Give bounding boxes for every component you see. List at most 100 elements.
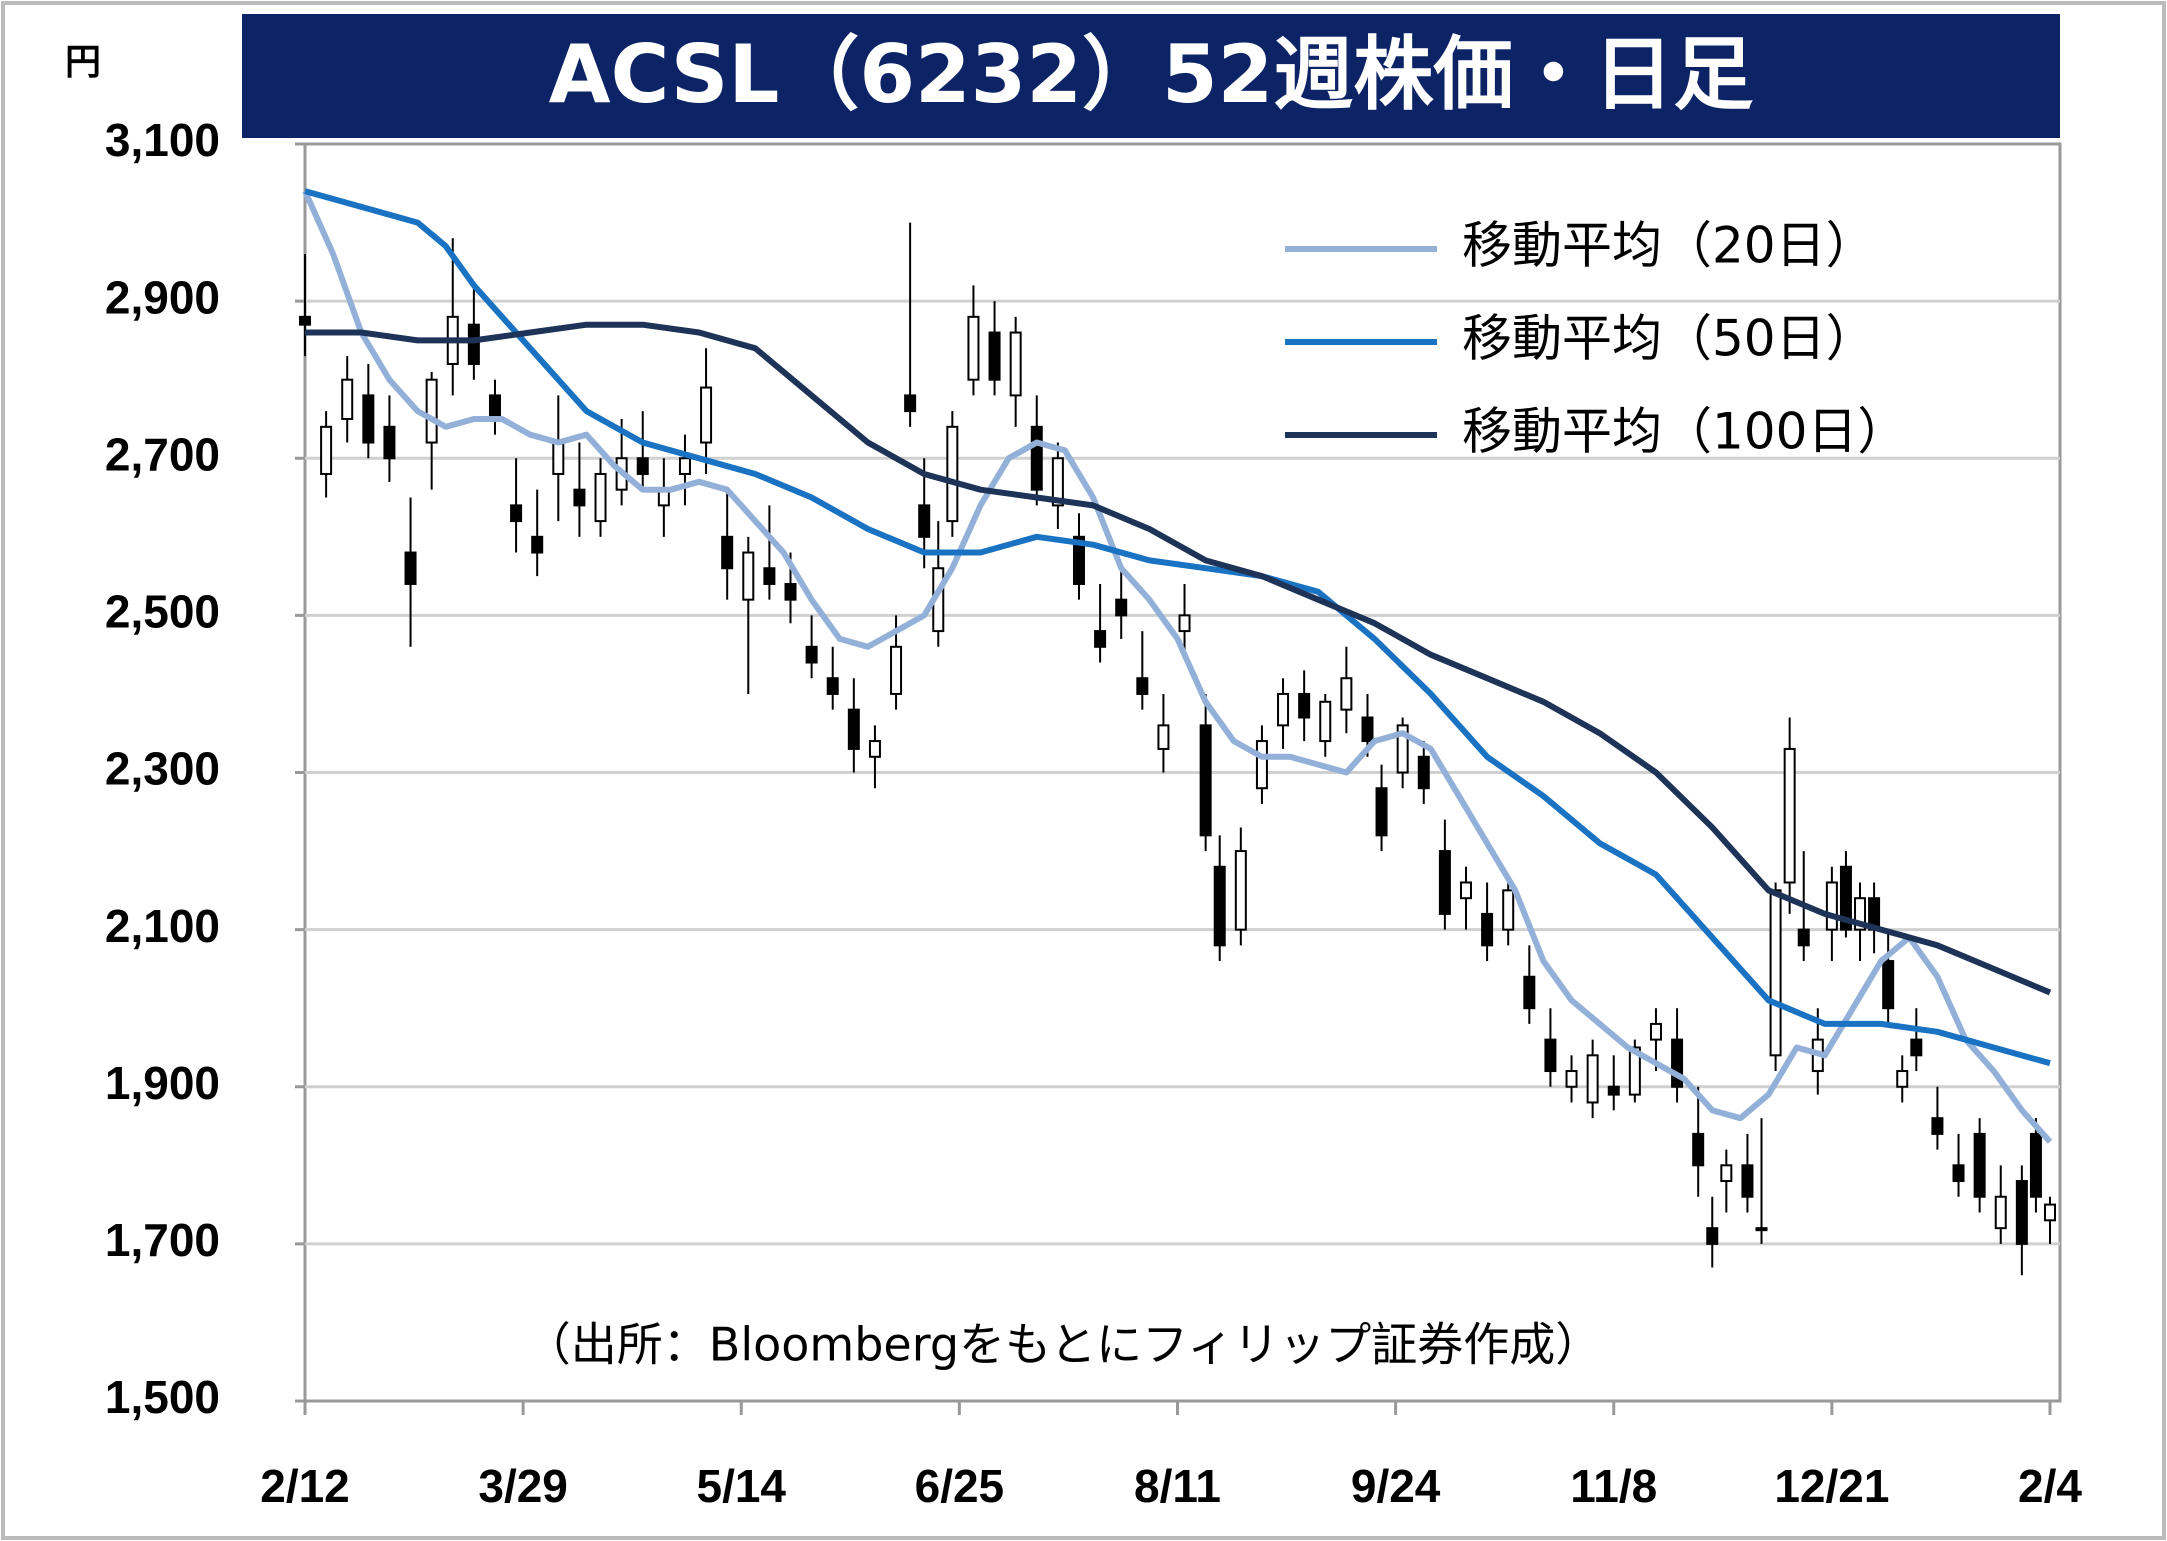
candle-body [1051, 457, 1064, 507]
candle-body [1854, 897, 1867, 931]
candle-body [1234, 850, 1247, 931]
candle-body [1157, 724, 1170, 750]
candle-body [1544, 1038, 1557, 1073]
y-tick-label: 1,700 [105, 1214, 220, 1266]
candle-body [1396, 724, 1409, 774]
candle-body [2029, 1132, 2042, 1198]
candle-body [890, 645, 903, 695]
candle-body [1319, 700, 1332, 743]
candle-body [362, 394, 375, 444]
candle-body [573, 488, 586, 507]
candle-body [1298, 692, 1311, 719]
candle-body [1178, 614, 1191, 633]
candle-body [1277, 692, 1290, 727]
candle-body [1825, 881, 1838, 931]
candle-body [1755, 1227, 1768, 1232]
candle-body [918, 504, 931, 538]
candle-body [847, 708, 860, 750]
candle-body [1199, 724, 1212, 837]
candle-body [1910, 1038, 1923, 1057]
candle-body [946, 425, 959, 523]
x-tick-label: 3/29 [478, 1460, 568, 1512]
candle-body [721, 535, 734, 570]
candle-body [1607, 1085, 1620, 1096]
candle-body [510, 504, 523, 523]
x-tick-label: 6/25 [915, 1460, 1005, 1512]
y-tick-label: 2,100 [105, 900, 220, 952]
candle-body [904, 394, 917, 413]
candle-body [1438, 850, 1451, 915]
candle-body [742, 551, 755, 601]
x-tick-label: 8/11 [1134, 1460, 1221, 1512]
candle-body [404, 551, 417, 585]
candle-body [1706, 1227, 1719, 1245]
candle-body [299, 315, 311, 326]
candle-body [1839, 865, 1852, 931]
candle-body [1586, 1054, 1599, 1104]
candle-body [1565, 1070, 1578, 1088]
candle-body [1797, 928, 1810, 947]
y-tick-label: 3,100 [105, 114, 220, 166]
candle-body [341, 378, 354, 420]
candle-body [488, 394, 501, 420]
candle-body [1030, 425, 1043, 491]
candle-body [678, 457, 691, 475]
candle-body [784, 582, 797, 601]
candle-body [467, 323, 480, 365]
candle-body [1628, 1046, 1641, 1096]
candle-body [1769, 889, 1782, 1057]
candle-body [1994, 1195, 2007, 1230]
x-tick-label: 11/8 [1570, 1460, 1657, 1512]
x-tick-label: 12/21 [1774, 1460, 1889, 1512]
candle-body [763, 567, 776, 585]
candle-body [1952, 1164, 1965, 1183]
candle-body [1072, 535, 1085, 585]
source-note: （出所：Bloombergをもとにフィリップ証券作成） [525, 1318, 1601, 1372]
candle-body [1340, 677, 1353, 711]
candle-body [2015, 1180, 2028, 1245]
candle-body [1523, 975, 1536, 1010]
y-tick-label: 2,500 [105, 586, 220, 638]
candle-body [700, 386, 713, 444]
candle-body [1973, 1132, 1986, 1198]
y-tick-label: 1,900 [105, 1057, 220, 1109]
candle-body [1459, 881, 1472, 900]
candle-body [1094, 630, 1107, 648]
candle-body [320, 425, 333, 475]
candle-body [1417, 755, 1430, 790]
legend-label: 移動平均（100日） [1462, 403, 1907, 461]
candle-body [1481, 912, 1494, 947]
y-tick-label: 2,300 [105, 743, 220, 795]
y-tick-label: 2,700 [105, 428, 220, 480]
candle-body [1115, 598, 1128, 617]
moving-average-line [302, 189, 2053, 1144]
candle-body [425, 378, 438, 444]
moving-average-line [305, 321, 2052, 996]
candle-body [805, 645, 818, 664]
candle-body [1213, 865, 1226, 947]
candle-body [2044, 1203, 2056, 1222]
candle-body [967, 315, 980, 381]
candle-body [531, 535, 544, 554]
candle-body [1692, 1132, 1705, 1167]
candle-body [1361, 716, 1374, 743]
candle-body [1671, 1038, 1684, 1088]
chart-title: ACSL（6232）52週株価・日足 [549, 28, 1754, 121]
y-unit: 円 [65, 42, 101, 83]
legend-label: 移動平均（20日） [1462, 217, 1876, 275]
candle-body [1255, 740, 1268, 790]
candle-body [383, 425, 396, 460]
candle-body [1741, 1164, 1754, 1198]
candle-body [1009, 331, 1022, 397]
y-tick-label: 2,900 [105, 271, 220, 323]
candle-body [1896, 1070, 1909, 1088]
candle-body [1375, 787, 1388, 837]
x-tick-label: 5/14 [696, 1460, 786, 1512]
candle-body [1720, 1164, 1733, 1183]
candle-body [1882, 960, 1895, 1010]
candle-body [988, 331, 1001, 381]
candle-body [826, 677, 839, 695]
